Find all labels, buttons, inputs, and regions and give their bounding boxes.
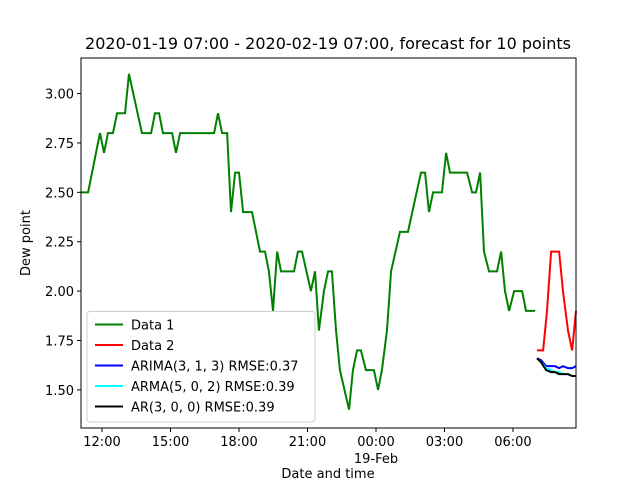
x-tick-label: 18:00 xyxy=(220,435,257,450)
x-tick-label: 21:00 xyxy=(289,435,326,450)
x-axis-label: Date and time xyxy=(281,467,374,480)
legend-label: ARIMA(3, 1, 3) RMSE:0.37 xyxy=(131,360,299,375)
y-tick-label: 2.75 xyxy=(45,137,74,152)
legend-label: Data 1 xyxy=(131,319,174,334)
y-tick-label: 2.25 xyxy=(45,236,74,251)
x-tick-label: 00:00 xyxy=(357,435,394,450)
y-tick-label: 1.50 xyxy=(45,384,74,399)
data-line xyxy=(536,357,577,370)
legend-label: AR(3, 0, 0) RMSE:0.39 xyxy=(131,401,275,416)
y-tick-label: 2.50 xyxy=(45,186,74,201)
x-tick-label: 12:00 xyxy=(83,435,120,450)
data-line xyxy=(536,250,577,352)
data-line xyxy=(81,73,536,410)
x-tick-label: 15:00 xyxy=(152,435,189,450)
data-line xyxy=(536,357,576,378)
x-tick-sublabel: 19-Feb xyxy=(354,452,398,467)
y-tick-label: 3.00 xyxy=(45,88,74,103)
plot-frame xyxy=(80,57,577,429)
legend-label: Data 2 xyxy=(131,339,174,354)
x-tick-label: 03:00 xyxy=(426,435,463,450)
y-axis-label: Dew point xyxy=(19,210,34,276)
y-tick-label: 1.75 xyxy=(45,334,74,349)
y-tick-label: 2.00 xyxy=(45,285,74,300)
x-tick-label: 06:00 xyxy=(494,435,531,450)
chart-title: 2020-01-19 07:00 - 2020-02-19 07:00, for… xyxy=(85,34,571,53)
legend-label: ARMA(5, 0, 2) RMSE:0.39 xyxy=(131,380,295,395)
legend-box xyxy=(86,311,316,423)
